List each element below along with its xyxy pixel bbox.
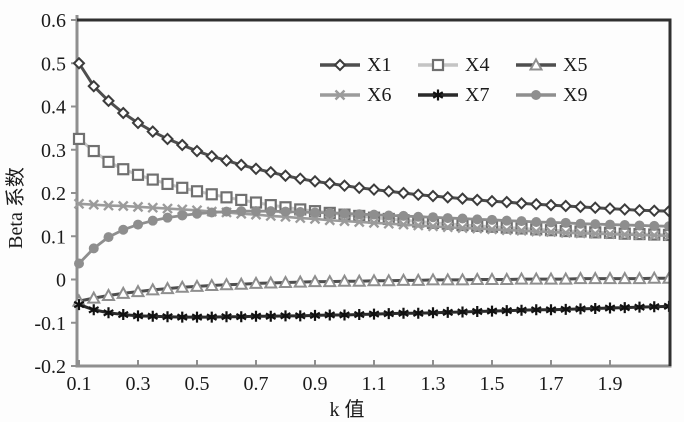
legend-label: X9 [563,83,588,106]
legend-key-circle-icon [516,90,556,100]
y-tick-label: -0.1 [34,313,66,335]
legend-item-x6: X6 [318,82,416,108]
series-x9 [74,206,671,269]
x-axis-title: k 值 [329,399,365,421]
x-tick-label: 0.7 [244,373,269,395]
legend-item-x5: X5 [514,52,616,78]
x-tick-label: 0.5 [185,373,210,395]
legend-key-diamond-icon [320,58,360,72]
x-tick-label: 1.5 [480,373,505,395]
series-x1 [72,56,671,218]
y-tick-label: 0.5 [41,53,66,75]
x-tick-label: 0.9 [303,373,328,395]
y-tick-label: 0 [56,270,66,292]
y-tick-label: 0.3 [41,140,66,162]
y-tick-label: 0.6 [41,10,66,32]
legend-label: X7 [465,83,490,106]
y-tick-label: 0.2 [41,183,66,205]
x-tick-label: 1.3 [421,373,446,395]
legend-label: X5 [563,53,588,76]
y-axis-title: Beta 系数 [5,167,27,249]
y-tick-label: 0.1 [41,226,66,248]
legend-label: X6 [367,83,392,106]
legend-key-asterisk-icon [418,89,458,101]
y-tick-label: 0.4 [41,97,66,119]
x-tick-label: 1.1 [362,373,387,395]
x-tick-label: 0.3 [126,373,151,395]
legend-item-x1: X1 [318,52,416,78]
x-tick-label: 0.1 [67,373,92,395]
legend-key-square-icon [418,58,458,72]
legend-key-x-icon [320,89,360,101]
legend-label: X1 [367,53,392,76]
x-tick-label: 1.7 [539,373,564,395]
series-x5 [71,270,671,307]
series-x7 [73,299,671,323]
legend-item-x4: X4 [416,52,514,78]
legend-item-x9: X9 [514,82,616,108]
legend-item-x7: X7 [416,82,514,108]
legend-key-triangle-icon [516,57,556,71]
legend-label: X4 [465,53,490,76]
x-tick-label: 1.9 [598,373,623,395]
plot-series [71,56,671,323]
y-tick-label: -0.2 [34,356,66,378]
legend: X1 X4 X5 X6 X7 X9 [318,52,616,108]
